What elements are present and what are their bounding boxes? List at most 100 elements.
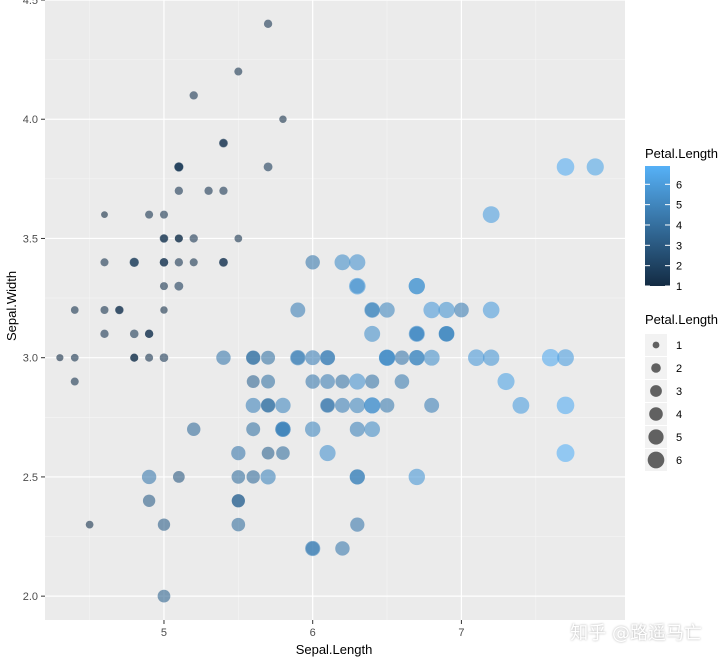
data-point bbox=[231, 517, 246, 532]
data-point bbox=[556, 158, 575, 176]
data-point bbox=[275, 421, 291, 437]
data-point bbox=[279, 115, 287, 123]
data-point bbox=[263, 19, 273, 29]
data-point bbox=[454, 302, 469, 318]
data-point bbox=[234, 234, 243, 243]
data-point bbox=[409, 349, 425, 366]
data-point bbox=[276, 446, 290, 460]
data-point bbox=[129, 329, 139, 339]
data-point bbox=[187, 422, 201, 436]
data-point bbox=[159, 234, 169, 243]
data-point bbox=[349, 373, 366, 390]
color-legend-label: 4 bbox=[676, 220, 682, 232]
data-point bbox=[305, 421, 321, 437]
data-point bbox=[335, 541, 350, 556]
data-point bbox=[334, 397, 350, 413]
color-legend-label: 5 bbox=[676, 200, 682, 212]
data-point bbox=[219, 186, 228, 195]
data-point bbox=[189, 258, 198, 267]
data-point bbox=[101, 211, 108, 219]
size-legend-point bbox=[648, 429, 664, 445]
y-tick-label: 3.5 bbox=[23, 233, 38, 245]
size-legend-point bbox=[649, 407, 663, 421]
data-point bbox=[261, 398, 275, 413]
y-axis-ticks: 2.0 2.5 3.0 3.5 4.0 4.5 bbox=[23, 0, 45, 603]
data-point bbox=[144, 329, 154, 339]
data-point bbox=[70, 306, 79, 314]
y-tick-label: 2.5 bbox=[23, 472, 38, 484]
data-point bbox=[408, 278, 425, 295]
data-point bbox=[115, 305, 124, 315]
data-point bbox=[245, 397, 261, 413]
data-point bbox=[85, 520, 94, 529]
size-legend-items: 1 2 3 4 5 6 bbox=[645, 334, 682, 471]
data-point bbox=[100, 329, 109, 339]
size-legend-point bbox=[652, 341, 660, 349]
data-point bbox=[482, 206, 500, 224]
data-point bbox=[204, 186, 213, 195]
data-point bbox=[231, 445, 246, 461]
size-legend-label: 3 bbox=[676, 386, 682, 398]
data-point bbox=[246, 350, 261, 365]
size-legend-point bbox=[650, 385, 662, 397]
data-point bbox=[423, 349, 440, 366]
data-point bbox=[394, 350, 410, 365]
y-tick-label: 4.5 bbox=[23, 0, 38, 7]
data-point bbox=[305, 374, 320, 389]
major-gridlines bbox=[45, 0, 625, 620]
color-legend-title: Petal.Length bbox=[645, 146, 718, 161]
data-point bbox=[408, 468, 425, 486]
data-point bbox=[364, 421, 381, 438]
data-point bbox=[130, 353, 139, 362]
data-point bbox=[189, 234, 198, 243]
data-point bbox=[556, 444, 575, 463]
data-point bbox=[350, 517, 365, 532]
data-point bbox=[349, 397, 365, 414]
data-point bbox=[263, 162, 273, 172]
data-point bbox=[189, 91, 198, 100]
data-point bbox=[159, 258, 169, 267]
data-point bbox=[159, 210, 168, 219]
x-tick-label: 5 bbox=[161, 627, 167, 639]
data-point bbox=[305, 540, 321, 557]
data-point bbox=[379, 398, 395, 413]
data-point bbox=[379, 349, 395, 366]
data-point bbox=[482, 349, 500, 366]
data-point bbox=[364, 302, 381, 318]
data-point bbox=[556, 396, 575, 415]
data-point bbox=[234, 67, 243, 76]
data-point bbox=[364, 397, 381, 414]
y-tick-label: 2.0 bbox=[23, 591, 38, 603]
data-point bbox=[482, 301, 500, 319]
data-point bbox=[70, 377, 79, 386]
data-point bbox=[56, 354, 64, 362]
y-tick-label: 3.0 bbox=[23, 353, 38, 365]
data-point bbox=[261, 446, 275, 460]
data-point bbox=[349, 254, 366, 271]
data-point bbox=[438, 301, 455, 319]
plot-panel bbox=[45, 0, 625, 620]
data-points bbox=[56, 19, 604, 603]
data-point bbox=[349, 421, 365, 437]
size-legend-label: 1 bbox=[676, 340, 682, 352]
size-legend-label: 6 bbox=[676, 455, 682, 467]
data-point bbox=[394, 374, 410, 389]
data-point bbox=[468, 349, 485, 366]
data-point bbox=[423, 301, 440, 319]
data-point bbox=[260, 469, 276, 485]
data-point bbox=[512, 396, 530, 414]
data-point bbox=[246, 375, 260, 388]
color-legend-label: 1 bbox=[676, 281, 682, 293]
data-point bbox=[172, 471, 185, 483]
data-point bbox=[557, 349, 574, 367]
color-legend-ticks: 1 2 3 4 5 6 bbox=[645, 179, 682, 293]
size-legend-label: 2 bbox=[676, 363, 682, 375]
data-point bbox=[219, 139, 228, 147]
data-point bbox=[334, 254, 351, 271]
data-point bbox=[219, 258, 228, 267]
data-point bbox=[145, 353, 154, 362]
data-point bbox=[246, 422, 261, 437]
data-point bbox=[141, 469, 157, 485]
x-tick-label: 7 bbox=[458, 627, 464, 639]
color-legend-label: 6 bbox=[676, 179, 682, 191]
